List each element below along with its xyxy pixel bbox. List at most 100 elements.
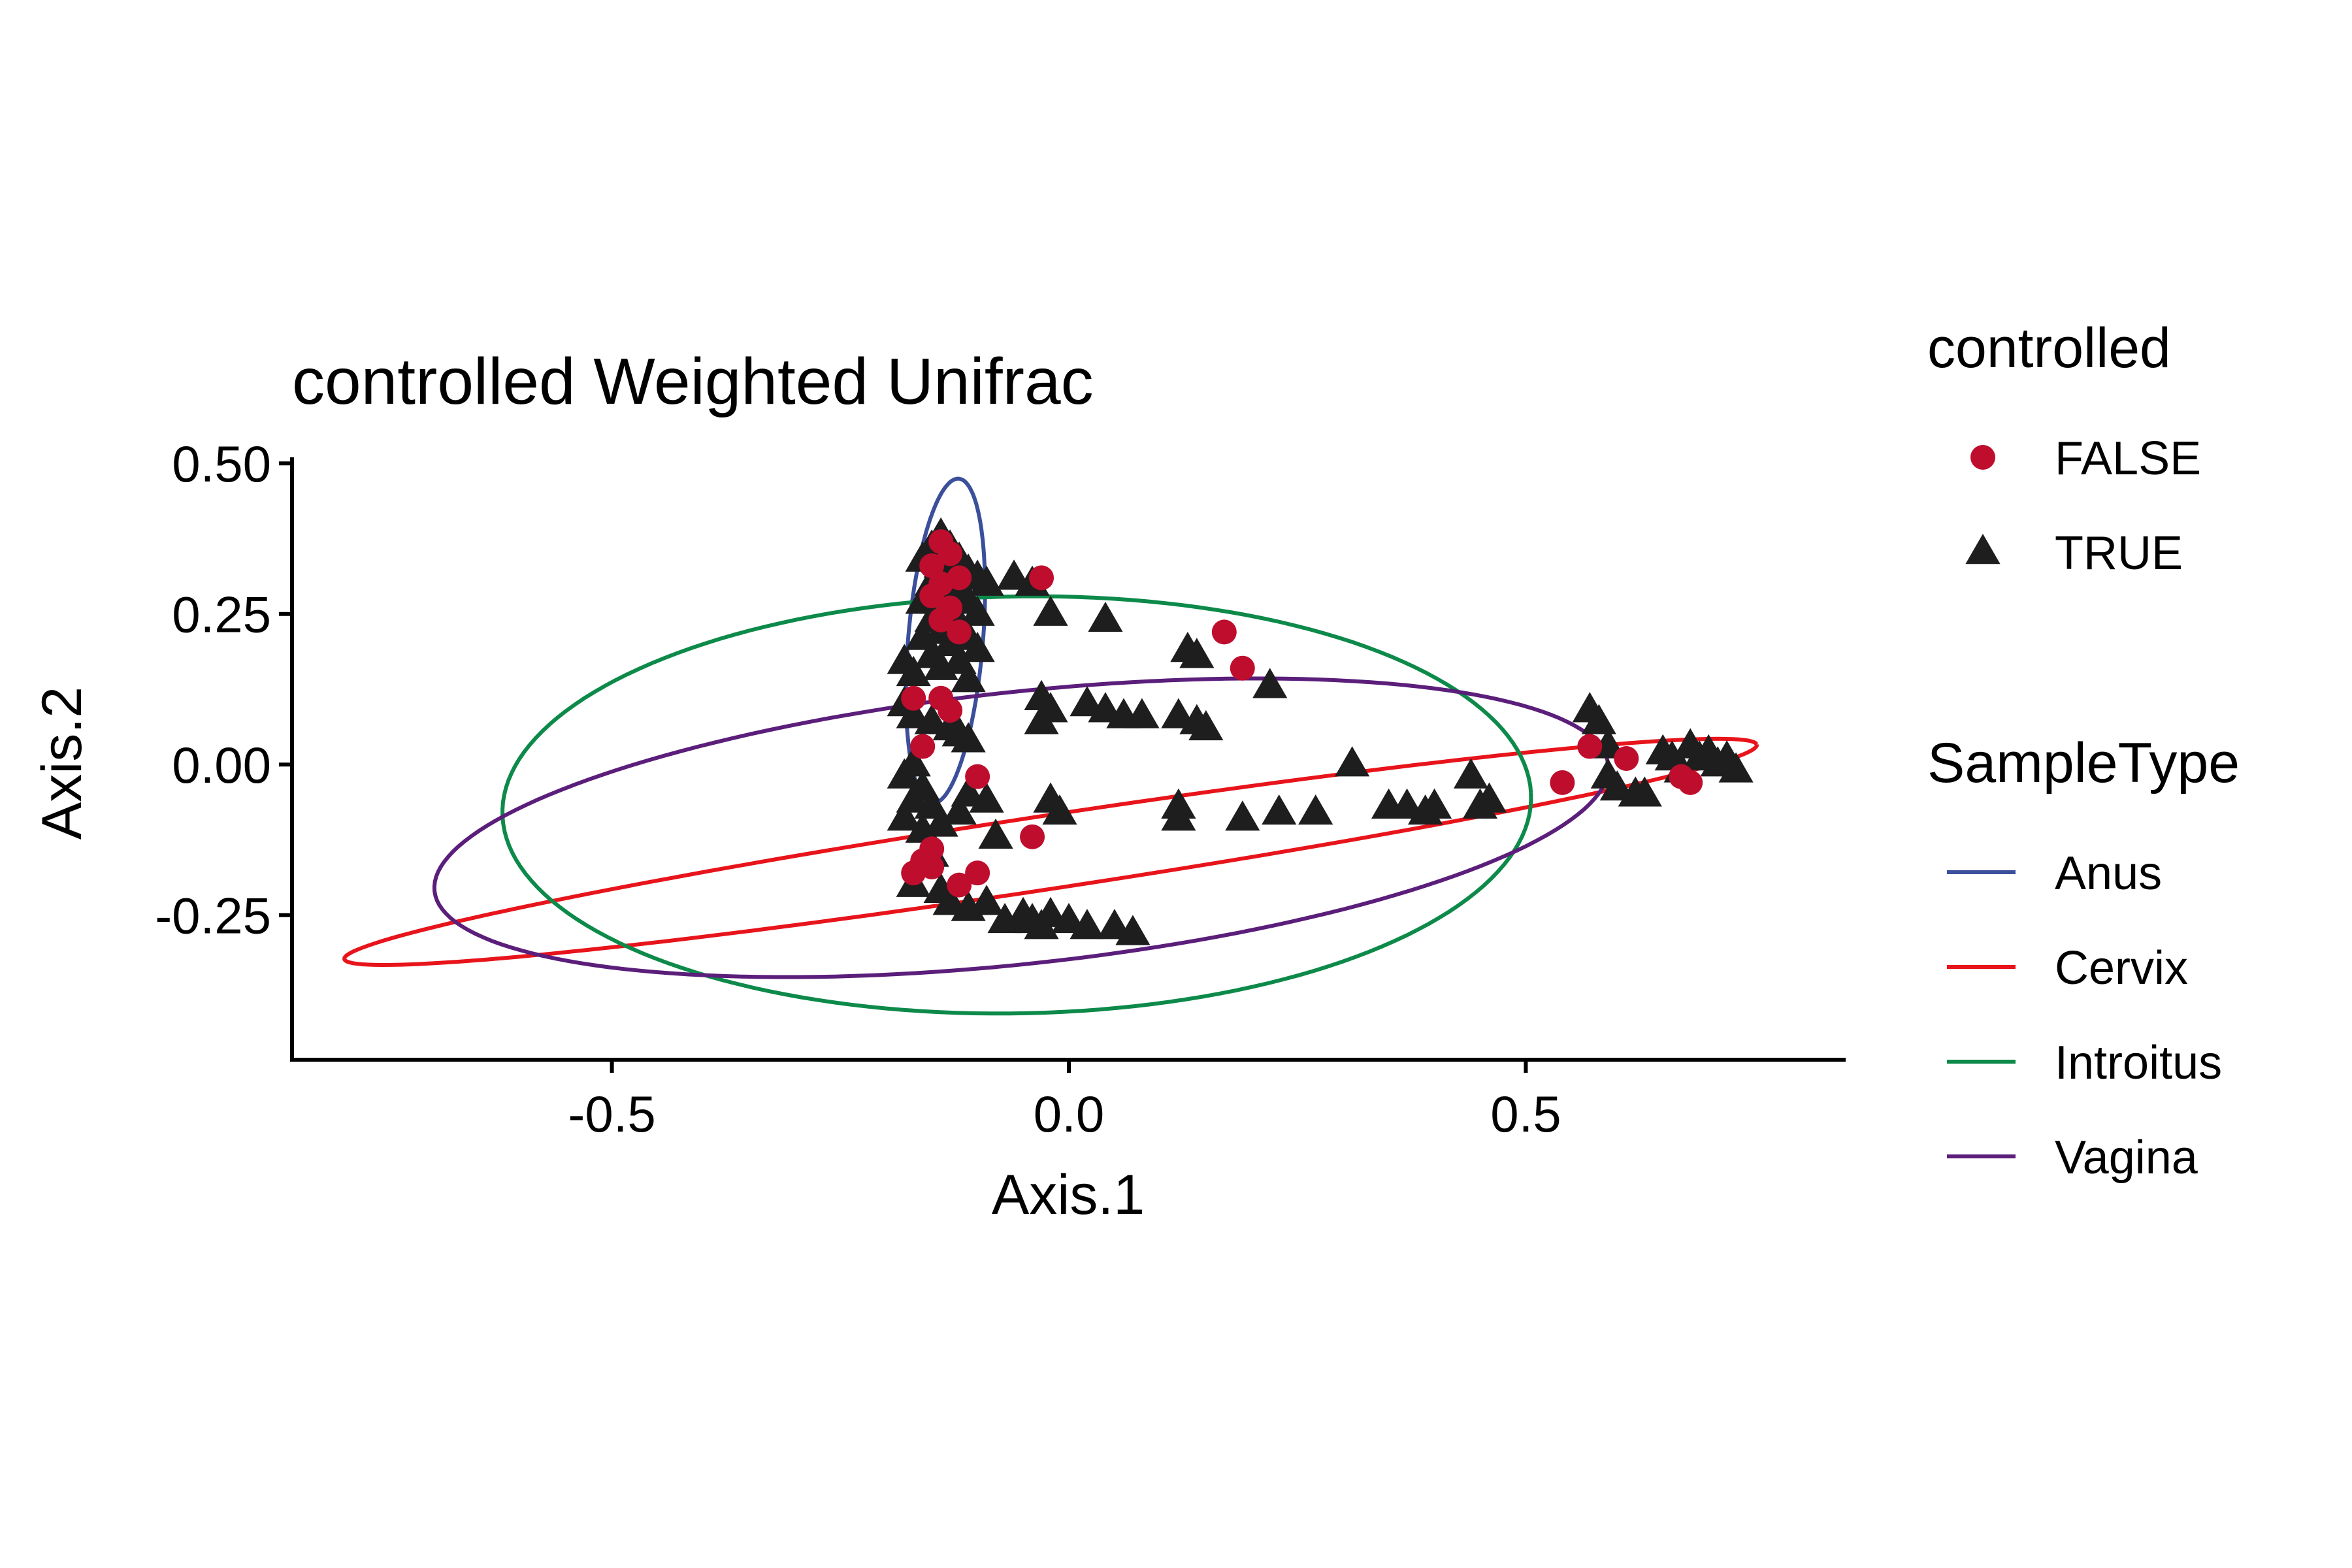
point-true [1051,902,1086,934]
point-true [932,885,968,915]
legend-label-false: FALSE [2055,433,2201,485]
point-true [969,885,1004,915]
point-false [947,619,972,645]
point-true [1042,794,1077,825]
point-true [887,758,922,789]
legend-shape-entries: FALSE TRUE [1965,433,2201,580]
point-true [1298,794,1333,825]
ellipse-introitus [500,594,1533,1016]
point-true [1115,915,1151,945]
point-true [996,559,1032,590]
plot-axes: -0.5 0.0 0.5 0.50 0.25 0.00 -0.25 [155,435,1846,1143]
ellipse-anus [904,476,987,806]
point-true [1024,704,1059,734]
ellipse-cervix [342,736,1759,968]
point-true [923,649,958,680]
point-true [969,565,1004,596]
point-true [941,794,977,825]
data-points [887,517,1754,945]
legend-label-anus: Anus [2055,847,2162,900]
point-true [1033,595,1068,626]
point-true [1179,638,1215,668]
point-false [1550,770,1575,795]
point-true [896,655,931,687]
legend: controlled FALSE TRUE SampleType Anus Cerv… [1927,317,2240,1184]
point-false [965,764,990,789]
point-true [960,632,995,662]
y-tick-label: 0.00 [172,736,271,794]
point-true [960,595,995,626]
point-true [1225,800,1260,831]
point-false [919,854,945,879]
x-tick-label: -0.5 [568,1085,655,1143]
point-true [887,800,922,831]
point-true [1088,692,1123,723]
legend-title-sampletype: SampleType [1927,732,2240,794]
point-false [1211,619,1237,645]
point-false [901,685,926,711]
point-false [1678,770,1703,795]
y-tick-label: 0.25 [172,586,271,644]
point-true [951,662,986,693]
point-false [910,734,936,759]
legend-color-entries: Anus Cervix Introitus Vagina [1947,847,2222,1184]
point-true [923,806,958,837]
legend-key-true [1965,534,2001,564]
point-true [1627,776,1662,807]
legend-label-vagina: Vagina [2055,1132,2198,1184]
point-true [1033,896,1068,927]
point-true [969,782,1004,813]
ellipse-vagina [432,676,1610,979]
point-true [1389,788,1425,819]
legend-label-true: TRUE [2055,527,2183,580]
y-axis-label: Axis.2 [31,687,93,840]
point-true [1252,668,1288,698]
point-true [1088,601,1123,632]
legend-label-cervix: Cervix [2055,942,2188,994]
legend-key-false [1970,445,1995,470]
point-false [947,872,972,898]
confidence-ellipses [342,476,1759,1016]
point-true [1097,909,1132,939]
x-axis-label: Axis.1 [992,1164,1145,1226]
point-true [1453,758,1489,789]
chart-title: controlled Weighted Unifrac [292,345,1094,418]
point-true [1124,698,1160,728]
y-tick-label: -0.25 [155,887,271,945]
point-true [1161,800,1196,831]
point-true [1161,698,1196,728]
y-axis-ticks: 0.50 0.25 0.00 -0.25 [155,435,292,945]
legend-title-controlled: controlled [1927,317,2171,380]
point-false [1020,824,1045,849]
point-true [1070,909,1105,939]
point-false [1230,655,1255,681]
point-false [938,698,963,723]
point-true [914,704,949,734]
point-true [1581,704,1616,734]
point-true [1070,686,1105,717]
point-true [951,776,986,807]
point-true [896,698,931,728]
point-false [938,541,963,566]
point-true [1471,782,1507,813]
point-true [1335,746,1370,777]
point-true [1188,710,1224,741]
x-tick-label: 0.5 [1490,1085,1561,1143]
legend-label-introitus: Introitus [2055,1037,2222,1089]
point-true [978,818,1013,849]
point-false [919,583,945,609]
point-false [965,860,990,886]
point-false [1614,746,1639,771]
x-axis-ticks: -0.5 0.0 0.5 [568,1060,1561,1143]
point-true [1416,788,1452,819]
point-false [1577,734,1603,759]
point-true [951,722,986,753]
point-true [1262,794,1297,825]
point-true [1718,752,1754,783]
x-tick-label: 0.0 [1034,1085,1104,1143]
y-tick-label: 0.50 [172,435,271,493]
point-false [1029,565,1054,591]
point-true [1599,770,1635,801]
point-false [928,607,954,632]
